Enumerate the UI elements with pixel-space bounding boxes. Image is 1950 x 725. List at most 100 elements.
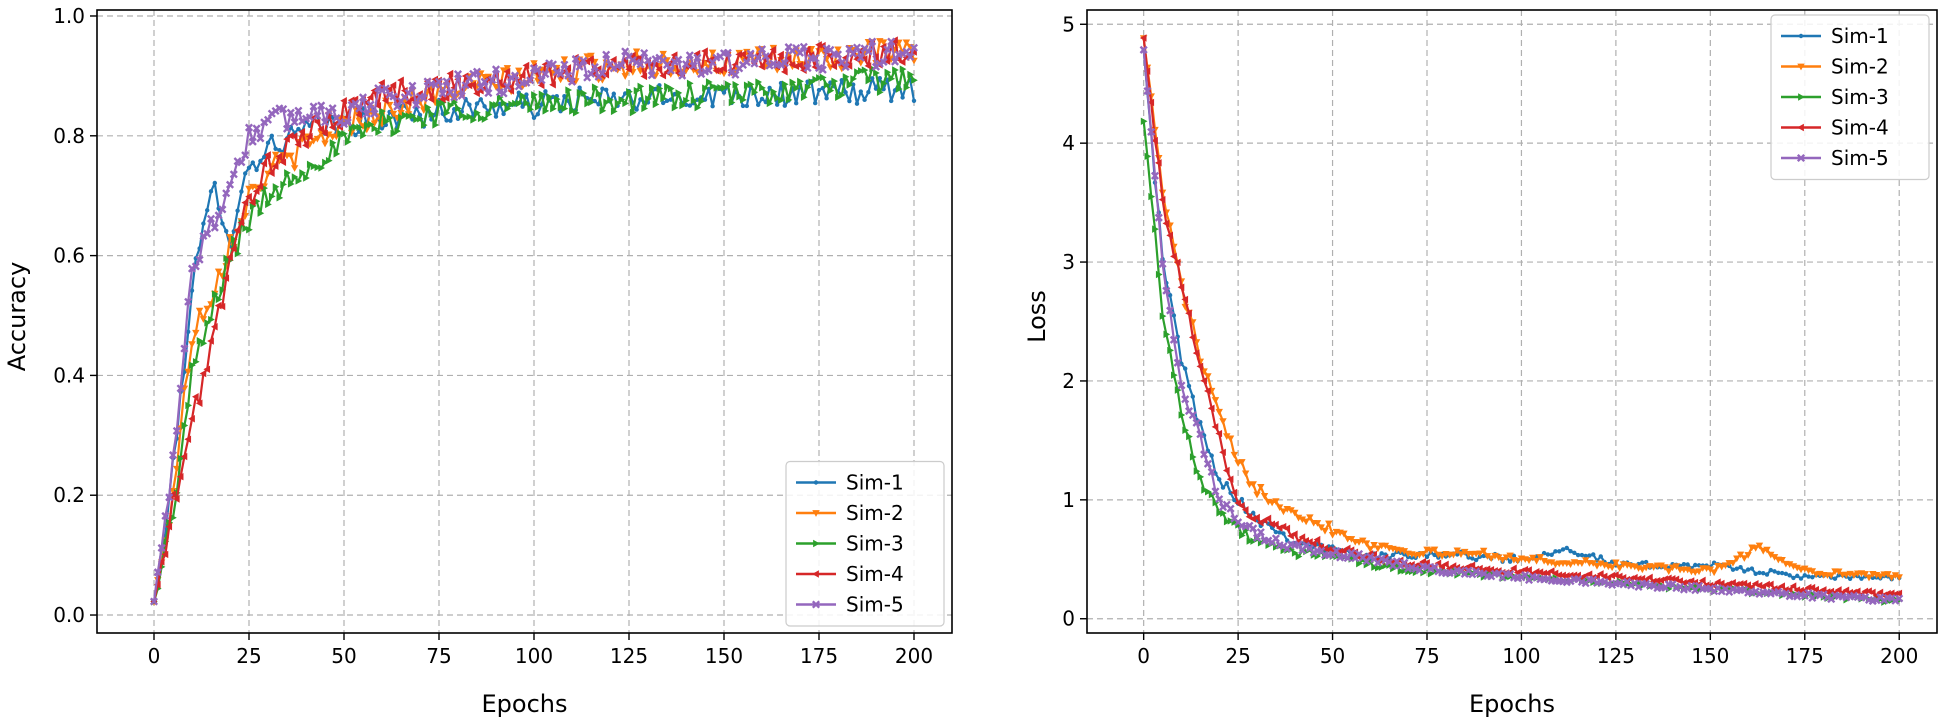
accuracy-point-sim-1 — [444, 118, 449, 123]
accuracy-point-sim-3 — [652, 100, 660, 109]
loss-point-sim-4 — [1185, 309, 1192, 317]
accuracy-point-sim-4 — [157, 558, 165, 566]
loss-point-sim-1 — [1190, 394, 1195, 399]
loss-point-sim-5 — [1200, 450, 1209, 459]
loss-legend-item: Sim-4 — [1781, 116, 1889, 140]
accuracy-legend-marker-sim-1 — [813, 480, 819, 485]
accuracy-point-sim-3 — [884, 68, 892, 76]
accuracy-point-sim-4 — [245, 192, 252, 201]
loss-point-sim-5 — [1158, 259, 1167, 268]
accuracy-point-sim-1 — [235, 208, 240, 213]
loss-point-sim-1 — [1470, 556, 1475, 561]
accuracy-point-sim-2 — [530, 60, 538, 67]
accuracy-point-sim-1 — [379, 126, 385, 131]
accuracy-point-sim-2 — [902, 39, 911, 47]
accuracy-point-sim-1 — [220, 221, 225, 226]
accuracy-point-sim-3 — [565, 86, 573, 94]
accuracy-point-sim-5 — [510, 71, 520, 80]
accuracy-point-sim-5 — [795, 48, 805, 57]
accuracy-point-sim-3 — [546, 93, 554, 101]
loss-point-sim-1 — [1730, 567, 1736, 572]
accuracy-point-sim-4 — [321, 129, 328, 137]
accuracy-point-sim-3 — [394, 127, 402, 135]
loss-point-sim-4 — [1876, 588, 1884, 597]
accuracy-point-sim-3 — [873, 69, 880, 77]
accuracy-point-sim-4 — [404, 98, 412, 107]
accuracy-point-sim-5 — [849, 49, 858, 58]
accuracy-legend-item: Sim-3 — [796, 532, 904, 556]
accuracy-point-sim-3 — [736, 93, 744, 101]
accuracy-point-sim-4 — [758, 63, 765, 71]
loss-point-sim-3 — [1152, 225, 1159, 233]
accuracy-point-sim-5 — [263, 115, 273, 124]
loss-point-sim-1 — [1545, 552, 1551, 557]
accuracy-point-sim-4 — [780, 68, 788, 76]
loss-x-tick-label: 0 — [1137, 644, 1150, 668]
loss-x-tick-label: 50 — [1320, 644, 1345, 668]
loss-y-tick-label: 4 — [1062, 131, 1075, 155]
loss-legend-label: Sim-3 — [1831, 85, 1889, 109]
loss-point-sim-5 — [1139, 45, 1148, 54]
accuracy-point-sim-4 — [237, 218, 245, 227]
accuracy-point-sim-5 — [602, 50, 611, 59]
accuracy-point-sim-3 — [352, 123, 360, 131]
accuracy-point-sim-5 — [883, 45, 892, 54]
accuracy-point-sim-3 — [386, 114, 394, 122]
accuracy-point-sim-2 — [708, 49, 717, 57]
accuracy-point-sim-1 — [265, 140, 271, 146]
accuracy-point-sim-1 — [577, 85, 582, 90]
accuracy-point-sim-3 — [310, 162, 318, 171]
loss-point-sim-1 — [1232, 497, 1237, 503]
loss-point-sim-2 — [1476, 550, 1484, 558]
loss-x-tick-label: 175 — [1786, 644, 1824, 668]
accuracy-point-sim-5 — [689, 61, 698, 70]
accuracy-point-sim-3 — [755, 78, 763, 86]
accuracy-point-sim-4 — [446, 69, 454, 78]
loss-point-sim-3 — [1427, 570, 1435, 578]
accuracy-point-sim-3 — [679, 101, 687, 110]
loss-point-sim-2 — [1355, 539, 1363, 546]
accuracy-point-sim-1 — [854, 101, 860, 106]
loss-point-sim-3 — [1250, 537, 1258, 545]
accuracy-point-sim-5 — [537, 76, 546, 85]
loss-point-sim-2 — [1649, 564, 1658, 571]
loss-point-sim-4 — [1834, 586, 1842, 594]
loss-point-sim-4 — [1147, 98, 1155, 107]
accuracy-point-sim-3 — [857, 67, 865, 75]
accuracy-legend-marker-sim-5 — [811, 600, 821, 609]
loss-point-sim-4 — [1192, 349, 1200, 357]
accuracy-point-sim-3 — [417, 115, 424, 123]
accuracy-point-sim-3 — [322, 158, 329, 167]
accuracy-point-sim-5 — [685, 51, 694, 60]
accuracy-x-tick-label: 125 — [610, 644, 648, 668]
loss-point-sim-2 — [1427, 547, 1435, 555]
accuracy-point-sim-2 — [245, 185, 253, 193]
accuracy-point-sim-1 — [269, 133, 274, 139]
loss-point-sim-3 — [1155, 270, 1163, 279]
accuracy-point-sim-3 — [572, 109, 580, 117]
loss-point-sim-2 — [1744, 552, 1752, 559]
accuracy-series-sim-3 — [151, 64, 918, 606]
accuracy-point-sim-3 — [303, 174, 310, 182]
accuracy-point-sim-4 — [769, 45, 777, 54]
accuracy-point-sim-3 — [420, 121, 428, 129]
loss-y-tick-label: 1 — [1062, 488, 1075, 512]
accuracy-point-sim-3 — [550, 105, 557, 113]
loss-point-sim-5 — [1177, 381, 1186, 390]
loss-point-sim-3 — [1201, 486, 1208, 494]
loss-point-sim-2 — [1865, 574, 1873, 582]
accuracy-point-sim-3 — [523, 99, 531, 107]
loss-point-sim-1 — [1806, 574, 1811, 579]
accuracy-point-sim-3 — [223, 254, 231, 262]
loss-point-sim-1 — [1776, 570, 1781, 576]
loss-point-sim-2 — [1638, 566, 1647, 574]
accuracy-point-sim-4 — [891, 36, 898, 44]
accuracy-point-sim-2 — [389, 110, 398, 118]
accuracy-point-sim-3 — [512, 99, 519, 108]
accuracy-y-tick-label: 0.4 — [53, 363, 85, 387]
accuracy-legend-label: Sim-2 — [846, 501, 904, 525]
loss-point-sim-2 — [1513, 557, 1522, 565]
loss-point-sim-1 — [1640, 560, 1645, 565]
accuracy-point-sim-5 — [503, 82, 512, 91]
accuracy-point-sim-3 — [850, 75, 858, 83]
